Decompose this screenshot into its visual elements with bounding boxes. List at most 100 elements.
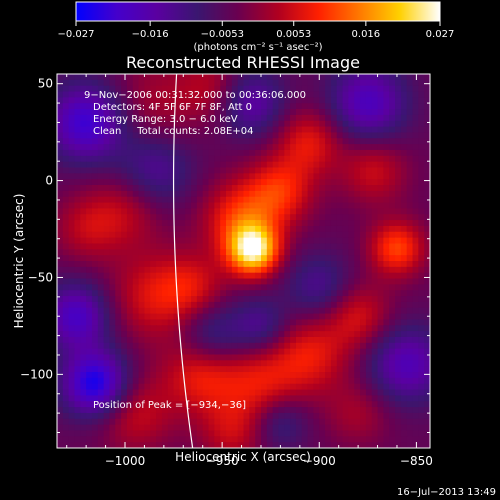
heatmap-cell [167, 377, 175, 385]
heatmap-cell [220, 342, 227, 350]
heatmap-cell [121, 237, 128, 245]
heatmap-cell [220, 243, 227, 250]
heatmap-cell [196, 214, 204, 221]
heatmap-cell [121, 91, 128, 98]
heatmap-cell [237, 149, 245, 157]
heatmap-cell [243, 389, 250, 396]
heatmap-cell [161, 155, 169, 163]
heatmap-cell [249, 272, 256, 280]
heatmap-cell [68, 418, 76, 426]
heatmap-cell [62, 296, 70, 303]
heatmap-cell [325, 167, 332, 174]
heatmap-cell [354, 103, 361, 110]
heatmap-cell [354, 85, 361, 93]
heatmap-cell [80, 383, 87, 391]
heatmap-cell [150, 307, 157, 315]
heatmap-cell [121, 208, 128, 215]
heatmap-cell [202, 79, 210, 87]
heatmap-cell [383, 372, 390, 379]
heatmap-cell [103, 91, 111, 98]
heatmap-cell [57, 442, 64, 448]
heatmap-cell [424, 348, 430, 356]
heatmap-cell [395, 290, 402, 297]
heatmap-cell [330, 301, 338, 309]
heatmap-cell [330, 202, 338, 209]
heatmap-cell [266, 266, 274, 274]
heatmap-cell [371, 307, 379, 315]
heatmap-cell [290, 114, 297, 122]
heatmap-cell [284, 231, 291, 239]
heatmap-cell [103, 389, 111, 396]
heatmap-cell [167, 261, 175, 268]
heatmap-cell [150, 389, 157, 396]
heatmap-cell [167, 354, 175, 361]
heatmap-cell [156, 266, 163, 274]
heatmap-cell [400, 325, 408, 332]
heatmap-cell [173, 103, 180, 110]
heatmap-cell [342, 173, 350, 180]
heatmap-cell [191, 366, 198, 373]
heatmap-cell [354, 383, 361, 391]
heatmap-cell [226, 155, 233, 163]
heatmap-cell [400, 231, 408, 239]
heatmap-cell [68, 301, 76, 309]
heatmap-cell [371, 290, 379, 297]
heatmap-cell [150, 377, 157, 385]
heatmap-cell [91, 290, 99, 297]
heatmap-cell [161, 430, 169, 437]
heatmap-cell [226, 307, 233, 315]
heatmap-cell [290, 313, 297, 321]
heatmap-cell [156, 395, 163, 402]
heatmap-cell [284, 196, 291, 204]
heatmap-cell [196, 185, 204, 192]
heatmap-cell [424, 360, 430, 367]
heatmap-cell [237, 220, 245, 227]
heatmap-cell [103, 401, 111, 408]
heatmap-cell [80, 231, 87, 239]
heatmap-cell [336, 407, 344, 414]
heatmap-cell [231, 144, 239, 151]
heatmap-cell [109, 430, 116, 437]
heatmap-cell [115, 97, 122, 104]
heatmap-cell [342, 126, 350, 134]
heatmap-cell [325, 138, 332, 145]
heatmap-cell [220, 231, 227, 239]
heatmap-cell [424, 97, 430, 104]
heatmap-cell [313, 97, 320, 104]
heatmap-cell [295, 144, 303, 151]
heatmap-cell [208, 155, 215, 163]
heatmap-cell [412, 155, 419, 163]
heatmap-cell [121, 74, 128, 81]
heatmap-cell [360, 202, 367, 209]
heatmap-cell [220, 360, 227, 367]
heatmap-cell [214, 366, 221, 373]
heatmap-cell [266, 395, 274, 402]
heatmap-cell [115, 272, 122, 280]
heatmap-cell [202, 301, 210, 309]
heatmap-cell [237, 225, 245, 233]
heatmap-cell [348, 442, 355, 448]
heatmap-cell [167, 331, 175, 338]
heatmap-cell [400, 401, 408, 408]
heatmap-cell [360, 284, 367, 291]
heatmap-cell [365, 109, 373, 116]
heatmap-cell [354, 91, 361, 98]
heatmap-cell [249, 412, 256, 420]
heatmap-cell [103, 103, 111, 110]
heatmap-cell [144, 424, 151, 432]
heatmap-cell [365, 225, 373, 233]
heatmap-cell [383, 412, 390, 420]
heatmap-cell [196, 155, 204, 163]
heatmap-cell [301, 383, 309, 391]
heatmap-cell [272, 336, 280, 344]
heatmap-cell [132, 202, 140, 209]
heatmap-cell [412, 231, 419, 239]
heatmap-cell [91, 138, 99, 145]
heatmap-cell [319, 331, 326, 338]
heatmap-cell [418, 225, 425, 233]
heatmap-cell [220, 442, 227, 448]
heatmap-cell [126, 407, 134, 414]
heatmap-cell [138, 249, 146, 256]
heatmap-cell [91, 319, 99, 326]
heatmap-cell [243, 266, 250, 274]
